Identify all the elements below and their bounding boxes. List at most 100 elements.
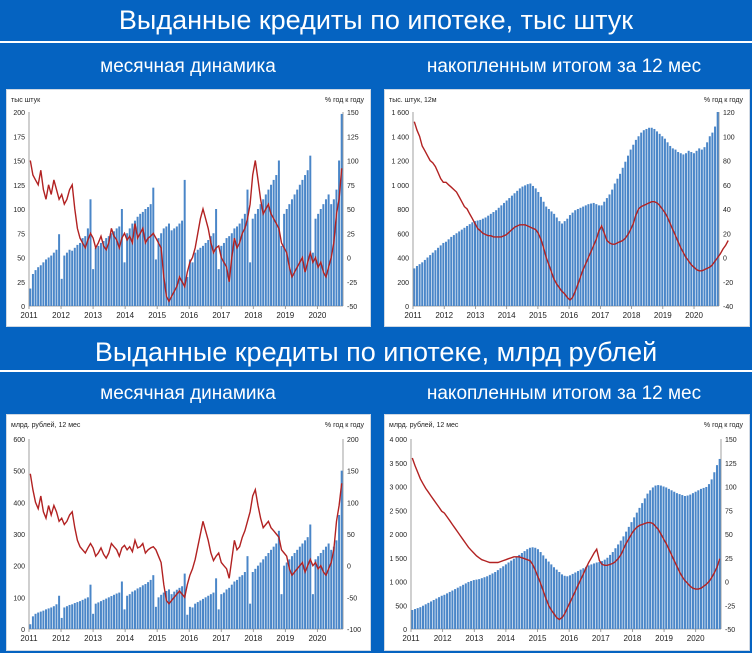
bar xyxy=(692,153,695,306)
y2-tick-label: -50 xyxy=(347,304,357,311)
x-tick-label: 2016 xyxy=(180,311,198,320)
y-tick-label: 1 500 xyxy=(389,556,407,563)
x-tick-label: 2013 xyxy=(84,634,102,643)
bar xyxy=(681,495,684,629)
bar xyxy=(558,572,561,629)
bar xyxy=(617,544,620,629)
bar xyxy=(487,215,490,306)
y2-tick-label: 200 xyxy=(347,437,359,444)
y-tick-label: 400 xyxy=(13,500,25,507)
bar xyxy=(520,553,523,629)
bar xyxy=(107,236,110,306)
x-tick-label: 2013 xyxy=(465,634,483,643)
bar xyxy=(716,112,719,306)
bar xyxy=(199,247,202,306)
bar xyxy=(29,288,32,306)
bar xyxy=(99,601,102,629)
y2-tick-label: 75 xyxy=(347,183,355,190)
bar xyxy=(272,179,275,306)
bar xyxy=(105,598,108,629)
x-tick-label: 2012 xyxy=(52,311,70,320)
bar xyxy=(468,224,471,306)
bar xyxy=(228,236,231,306)
bar xyxy=(662,486,665,629)
y2-tick-label: 50 xyxy=(347,207,355,214)
bar xyxy=(430,601,433,629)
bar xyxy=(418,264,421,306)
x-tick-label: 2016 xyxy=(560,311,578,320)
chart-count-monthly: тыс штук % год к году 0 25 50 75 100 125 150 175 2… xyxy=(11,97,364,320)
y2-tick-label: 20 xyxy=(723,231,731,238)
bar xyxy=(254,568,257,629)
bar xyxy=(464,583,467,629)
bar xyxy=(689,494,692,629)
bar xyxy=(162,592,165,629)
bar xyxy=(682,154,685,306)
bar xyxy=(697,490,700,629)
bar xyxy=(708,136,711,306)
bar xyxy=(113,594,116,629)
bar xyxy=(499,568,502,629)
bar xyxy=(194,603,197,629)
y-tick-label: 200 xyxy=(397,280,409,287)
bar xyxy=(238,576,241,629)
bar xyxy=(317,556,320,629)
bar xyxy=(31,273,34,306)
bar xyxy=(249,262,252,306)
bar xyxy=(283,213,286,306)
bar xyxy=(314,559,317,629)
series-line xyxy=(29,160,343,303)
bar xyxy=(715,465,719,629)
bar xyxy=(454,589,457,629)
x-tick-label: 2015 xyxy=(529,311,547,320)
bar xyxy=(139,213,142,306)
y-tick-label: 0 xyxy=(405,304,409,311)
x-tick-label: 2019 xyxy=(276,311,294,320)
bar xyxy=(251,572,254,629)
y2-tick-label: 80 xyxy=(723,159,731,166)
bar xyxy=(438,597,441,629)
bar xyxy=(330,549,333,629)
x-tick-label: 2012 xyxy=(52,634,70,643)
bar xyxy=(444,241,447,306)
bar xyxy=(97,602,100,629)
y2label: % год к году xyxy=(325,422,365,429)
bar xyxy=(246,556,249,629)
bar xyxy=(649,490,652,629)
bar xyxy=(115,228,118,306)
bar xyxy=(207,240,210,306)
bar xyxy=(614,548,617,629)
bar xyxy=(547,561,550,629)
bar xyxy=(555,569,558,629)
y2-tick-label: 0 xyxy=(347,564,351,571)
bar xyxy=(293,194,296,306)
bar xyxy=(448,591,451,629)
bar xyxy=(627,526,630,629)
bar xyxy=(494,572,497,629)
bar xyxy=(590,564,593,629)
x-tick-label: 2011 xyxy=(404,311,422,320)
bar xyxy=(413,268,416,306)
bar xyxy=(79,601,82,629)
subtitle-value-monthly: месячная динамика xyxy=(100,383,276,404)
bar xyxy=(515,556,518,629)
bar xyxy=(488,574,491,629)
y-tick-label: 2 500 xyxy=(389,508,407,515)
subtitle-count-cumulative: накопленным итогом за 12 мес xyxy=(426,56,702,77)
bar xyxy=(39,611,42,629)
bar xyxy=(47,257,50,306)
bar xyxy=(86,597,89,629)
y2-tick-label: 150 xyxy=(347,469,359,476)
bar xyxy=(597,205,600,306)
bar xyxy=(288,204,291,306)
bar xyxy=(598,562,601,629)
bar xyxy=(504,564,507,629)
x-tick-label: 2017 xyxy=(212,634,230,643)
bar xyxy=(157,597,160,629)
bar xyxy=(537,192,540,306)
bar xyxy=(29,624,32,629)
bar xyxy=(47,608,50,629)
bar xyxy=(178,223,181,306)
bar xyxy=(154,606,157,629)
